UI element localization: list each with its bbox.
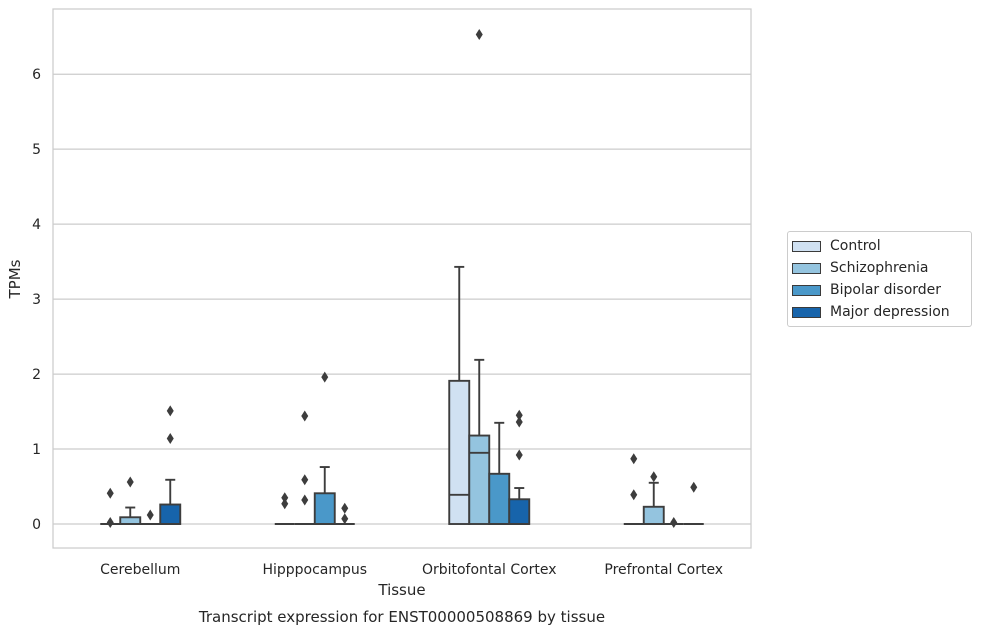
legend-item-control: Control (792, 236, 881, 256)
box-body (448, 379, 471, 525)
legend-swatch-major-depression (792, 306, 821, 318)
y-axis-label: TPMs (6, 259, 24, 299)
box-body (159, 503, 182, 525)
outlier-point (475, 28, 483, 40)
outlier-point (106, 517, 114, 529)
box-hipppocampus-bipolar-disorder (313, 371, 336, 525)
box-hipppocampus-major-depression (334, 502, 355, 525)
x-tick-label-prefrontal-cortex: Prefrontal Cortex (604, 562, 723, 578)
outlier-point (341, 502, 349, 514)
box-prefrontal-cortex-control (623, 453, 644, 525)
y-axis-ticks: 0 1 2 3 4 5 6 (32, 67, 41, 533)
outlier-point (650, 471, 658, 483)
box-body (642, 505, 665, 525)
outlier-point (281, 498, 289, 510)
box-cerebellum-major-depression (159, 405, 182, 525)
y-tick-label-2: 2 (32, 367, 41, 383)
box-body (488, 472, 511, 525)
y-tick-label-5: 5 (32, 142, 41, 158)
outlier-point (106, 487, 114, 499)
outlier-point (630, 453, 638, 465)
legend-label-bipolar-disorder: Bipolar disorder (830, 282, 942, 298)
legend: Control Schizophrenia Bipolar disorder M… (787, 231, 972, 327)
box-body (508, 498, 531, 525)
outlier-point (630, 489, 638, 501)
box-hipppocampus-schizophrenia (294, 410, 315, 525)
outlier-point (146, 509, 154, 521)
legend-item-schizophrenia: Schizophrenia (792, 258, 928, 278)
x-tick-label-cerebellum: Cerebellum (100, 562, 180, 578)
box-cerebellum-bipolar-disorder (140, 509, 161, 525)
outlier-point (301, 410, 309, 422)
x-axis-ticks: Cerebellum Hipppocampus Orbitofontal Corte… (100, 562, 723, 578)
legend-item-bipolar-disorder: Bipolar disorder (792, 280, 941, 300)
x-axis-label: Tissue (377, 581, 425, 599)
box-orbitofontal-cortex-control (448, 265, 471, 525)
chart-title: Transcript expression for ENST0000050886… (198, 608, 605, 626)
y-tick-label-1: 1 (32, 442, 41, 458)
legend-label-control: Control (830, 238, 881, 254)
box-cerebellum-schizophrenia (119, 476, 142, 525)
box-hipppocampus-control (274, 492, 295, 525)
legend-label-schizophrenia: Schizophrenia (830, 260, 929, 276)
y-tick-label-6: 6 (32, 67, 41, 83)
outlier-point (301, 494, 309, 506)
x-tick-label-hipppocampus: Hipppocampus (262, 562, 367, 578)
axes-frame (52, 8, 752, 549)
y-tick-label-0: 0 (32, 517, 41, 533)
box-orbitofontal-cortex-bipolar-disorder (488, 421, 511, 525)
x-tick-label-orbitofontal-cortex: Orbitofontal Cortex (422, 562, 557, 578)
box-prefrontal-cortex-major-depression (683, 481, 704, 525)
outlier-point (301, 474, 309, 486)
gridlines (53, 73, 751, 525)
outlier-point (166, 405, 174, 417)
legend-swatch-schizophrenia (792, 262, 821, 274)
box-body (313, 492, 336, 525)
box-body (468, 434, 491, 525)
box-body (119, 516, 142, 525)
outlier-point (515, 416, 523, 428)
outlier-point (126, 476, 134, 488)
box-orbitofontal-cortex-schizophrenia (468, 28, 491, 525)
legend-label-major-depression: Major depression (830, 304, 950, 320)
box-cerebellum-control (100, 487, 121, 529)
legend-item-major-depression: Major depression (792, 302, 950, 322)
outlier-point (515, 409, 523, 421)
legend-swatch-control (792, 240, 821, 252)
outlier-point (166, 433, 174, 445)
outlier-point (690, 481, 698, 493)
outlier-point (515, 449, 523, 461)
outlier-point (281, 492, 289, 504)
box-prefrontal-cortex-schizophrenia (642, 471, 665, 525)
outlier-point (670, 517, 678, 529)
y-tick-label-4: 4 (32, 217, 41, 233)
box-orbitofontal-cortex-major-depression (508, 409, 531, 525)
y-tick-label-3: 3 (32, 292, 41, 308)
plot-area (100, 28, 704, 529)
outlier-point (341, 513, 349, 525)
box-prefrontal-cortex-bipolar-disorder (663, 517, 684, 529)
legend-swatch-bipolar-disorder (792, 284, 821, 296)
outlier-point (321, 371, 329, 383)
